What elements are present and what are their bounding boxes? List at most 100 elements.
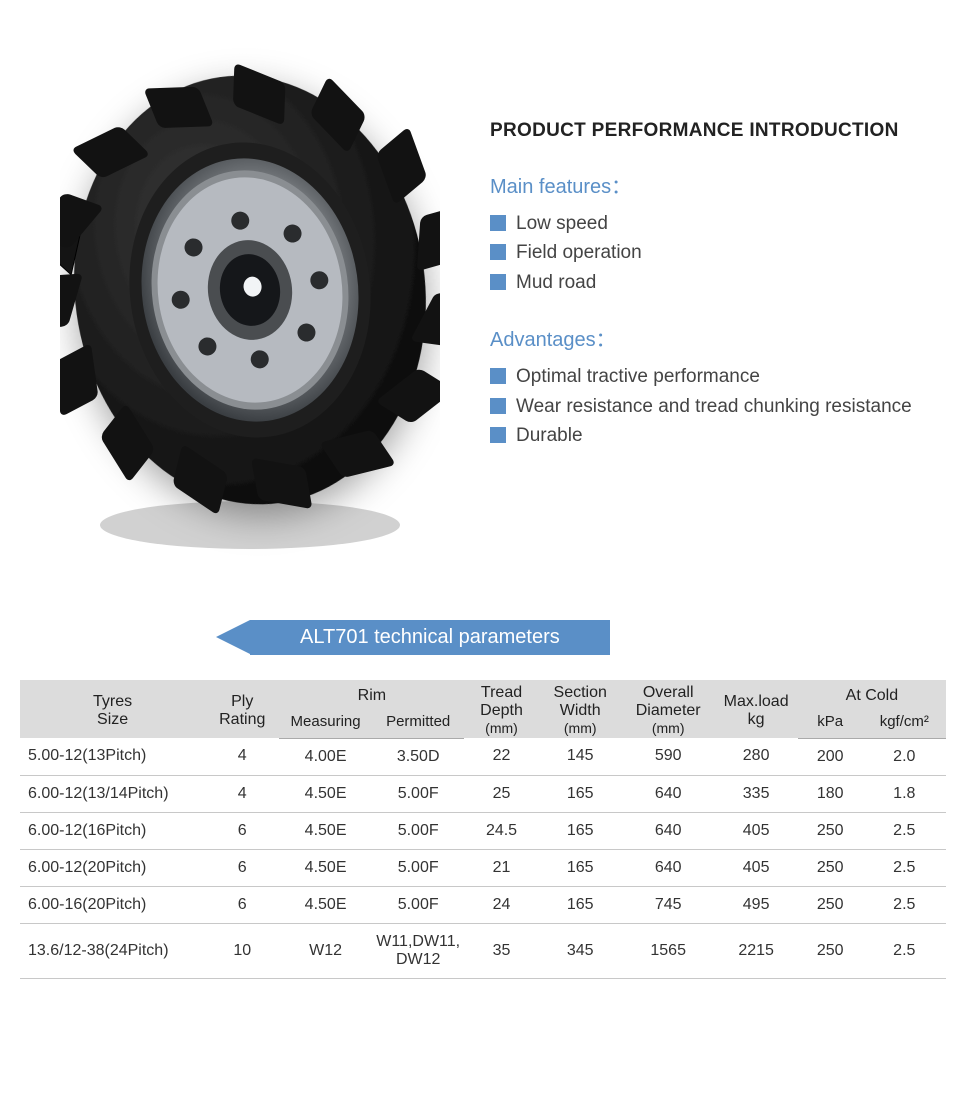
features-label: Main features： [490, 170, 926, 199]
square-bullet-icon [490, 244, 506, 260]
advantages-list: Optimal tractive performance Wear resista… [490, 362, 926, 450]
list-item: Mud road [490, 268, 926, 297]
table-cell: 1565 [622, 923, 715, 978]
table-cell: 6 [205, 886, 279, 923]
square-bullet-icon [490, 398, 506, 414]
table-row: 5.00-12(13Pitch)44.00E3.50D2214559028020… [20, 738, 946, 775]
list-item: Durable [490, 421, 926, 450]
list-item-text: Optimal tractive performance [516, 366, 760, 387]
square-bullet-icon [490, 274, 506, 290]
table-cell: 250 [798, 849, 863, 886]
table-cell: 165 [539, 886, 622, 923]
table-cell: 405 [714, 849, 797, 886]
spec-table: TyresSizePlyRatingRimTreadDepth(mm)Secti… [20, 680, 946, 979]
table-row: 6.00-16(20Pitch)64.50E5.00F2416574549525… [20, 886, 946, 923]
list-item: Optimal tractive performance [490, 362, 926, 391]
table-row: 6.00-12(20Pitch)64.50E5.00F2116564040525… [20, 849, 946, 886]
table-cell: 4.50E [279, 812, 372, 849]
table-cell: 2.0 [863, 738, 946, 775]
table-cell: 24 [464, 886, 538, 923]
table-cell: 335 [714, 775, 797, 812]
table-header: PlyRating [205, 680, 279, 738]
table-cell: W12 [279, 923, 372, 978]
list-item-text: Mud road [516, 272, 596, 293]
square-bullet-icon [490, 368, 506, 384]
table-cell: 10 [205, 923, 279, 978]
table-cell: 640 [622, 849, 715, 886]
table-cell: 2.5 [863, 923, 946, 978]
table-cell: 4.50E [279, 849, 372, 886]
table-header: Permitted [372, 708, 465, 738]
table-header: SectionWidth(mm) [539, 680, 622, 738]
table-cell: 2.5 [863, 886, 946, 923]
table-cell: 25 [464, 775, 538, 812]
list-item-text: Wear resistance and tread chunking resis… [516, 396, 912, 417]
table-cell: 250 [798, 923, 863, 978]
table-header: Max.loadkg [714, 680, 797, 738]
features-list: Low speed Field operation Mud road [490, 209, 926, 297]
list-item: Low speed [490, 209, 926, 238]
table-header: TyresSize [20, 680, 205, 738]
table-row: 13.6/12-38(24Pitch)10W12W11,DW11, DW1235… [20, 923, 946, 978]
table-cell: 250 [798, 812, 863, 849]
table-cell: 5.00F [372, 775, 465, 812]
table-row: 6.00-12(16Pitch)64.50E5.00F24.5165640405… [20, 812, 946, 849]
table-cell: 21 [464, 849, 538, 886]
table-cell: 4 [205, 738, 279, 775]
table-cell: 6.00-12(13/14Pitch) [20, 775, 205, 812]
list-item-text: Durable [516, 425, 583, 446]
table-cell: 495 [714, 886, 797, 923]
table-cell: 4.50E [279, 886, 372, 923]
table-cell: 6 [205, 812, 279, 849]
list-item-text: Low speed [516, 213, 608, 234]
table-cell: 345 [539, 923, 622, 978]
table-header: Measuring [279, 708, 372, 738]
list-item: Wear resistance and tread chunking resis… [490, 392, 926, 421]
table-cell: 745 [622, 886, 715, 923]
table-cell: 590 [622, 738, 715, 775]
table-cell: 24.5 [464, 812, 538, 849]
table-cell: 250 [798, 886, 863, 923]
table-cell: 5.00F [372, 812, 465, 849]
table-cell: 640 [622, 812, 715, 849]
table-cell: 145 [539, 738, 622, 775]
table-cell: 165 [539, 812, 622, 849]
table-cell: 6.00-12(20Pitch) [20, 849, 205, 886]
table-header: At Cold [798, 680, 946, 708]
table-cell: 4 [205, 775, 279, 812]
table-header: Rim [279, 680, 464, 708]
table-cell: 13.6/12-38(24Pitch) [20, 923, 205, 978]
table-cell: 2.5 [863, 812, 946, 849]
table-header: OverallDiameter(mm) [622, 680, 715, 738]
table-header: kgf/cm² [863, 708, 946, 738]
table-cell: 200 [798, 738, 863, 775]
table-header: kPa [798, 708, 863, 738]
table-cell: 35 [464, 923, 538, 978]
table-cell: 165 [539, 849, 622, 886]
square-bullet-icon [490, 427, 506, 443]
table-cell: 6.00-16(20Pitch) [20, 886, 205, 923]
table-cell: 3.50D [372, 738, 465, 775]
table-cell: 22 [464, 738, 538, 775]
advantages-label: Advantages： [490, 323, 926, 352]
table-cell: 5.00F [372, 886, 465, 923]
spec-table-section: ALT701 technical parameters TyresSizePly… [0, 620, 966, 979]
table-cell: 405 [714, 812, 797, 849]
table-cell: 6.00-12(16Pitch) [20, 812, 205, 849]
table-title: ALT701 technical parameters [250, 620, 610, 655]
product-image [60, 20, 460, 580]
table-cell: 4.50E [279, 775, 372, 812]
table-cell: 4.00E [279, 738, 372, 775]
list-item: Field operation [490, 238, 926, 267]
table-cell: 165 [539, 775, 622, 812]
table-cell: 280 [714, 738, 797, 775]
table-cell: 1.8 [863, 775, 946, 812]
table-cell: 5.00F [372, 849, 465, 886]
product-info: PRODUCT PERFORMANCE INTRODUCTION Main fe… [460, 20, 926, 580]
square-bullet-icon [490, 215, 506, 231]
table-cell: W11,DW11, DW12 [372, 923, 465, 978]
table-cell: 640 [622, 775, 715, 812]
list-item-text: Field operation [516, 242, 642, 263]
table-cell: 2215 [714, 923, 797, 978]
table-header: TreadDepth(mm) [464, 680, 538, 738]
